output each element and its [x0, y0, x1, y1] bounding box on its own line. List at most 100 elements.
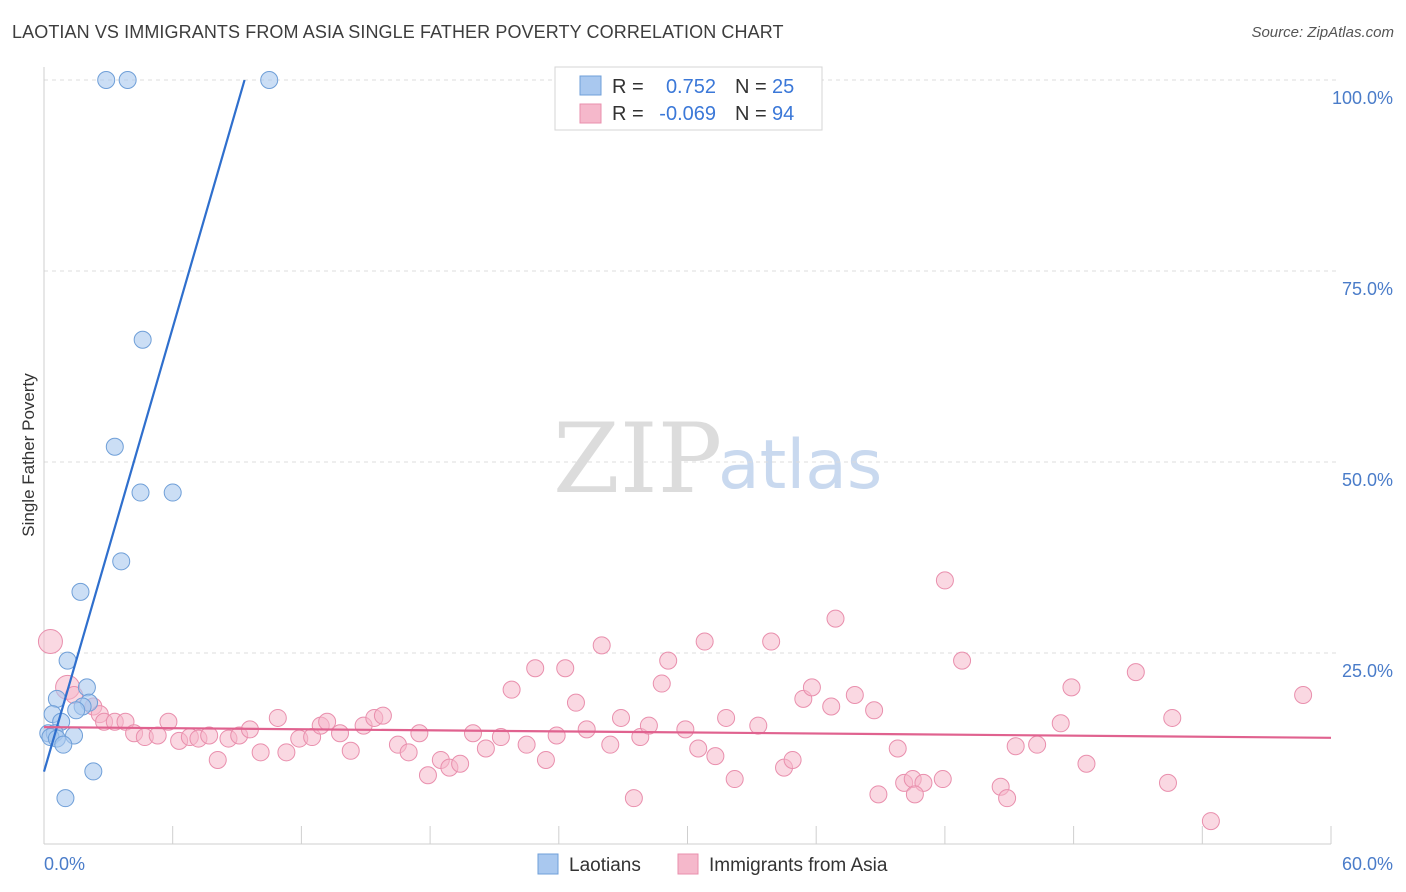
legend-n-value-2: 94: [772, 103, 794, 125]
point-immigrants: [1006, 737, 1025, 756]
point-immigrants: [251, 743, 270, 762]
source-credit: Source: ZipAtlas.com: [1251, 24, 1394, 41]
legend-r-label-1: R =: [612, 76, 644, 98]
trend-line-laotians: [42, 79, 246, 772]
bottom-legend-laotians: Laotians: [569, 855, 641, 876]
point-immigrants: [1294, 686, 1313, 705]
stats-legend: R = 0.752 N = 25 R = -0.069 N = 94: [554, 66, 823, 131]
y-axis-label: Single Father Poverty: [19, 373, 38, 537]
point-laotians: [77, 678, 96, 697]
point-immigrants: [502, 680, 521, 699]
point-immigrants: [689, 739, 708, 758]
point-laotians: [131, 483, 150, 502]
point-immigrants: [725, 770, 744, 789]
point-immigrants: [935, 571, 954, 590]
point-laotians: [118, 71, 137, 89]
y-tick-labels: 25.0% 50.0% 75.0% 100.0%: [1332, 88, 1393, 681]
point-immigrants: [933, 770, 952, 789]
point-laotians: [84, 762, 103, 781]
legend-r-label-2: R =: [612, 103, 644, 125]
point-laotians: [71, 582, 90, 601]
point-immigrants: [1201, 812, 1220, 831]
point-immigrants: [399, 743, 418, 762]
legend-n-label-1: N =: [735, 76, 767, 98]
gridlines: [44, 79, 1337, 654]
bottom-legend-immigrants: Immigrants from Asia: [709, 855, 888, 876]
point-immigrants: [566, 693, 585, 712]
point-immigrants: [869, 785, 888, 804]
point-immigrants: [802, 678, 821, 697]
point-immigrants: [1077, 754, 1096, 773]
point-laotians: [97, 71, 116, 89]
legend-r-value-1: 0.752: [666, 76, 716, 98]
point-immigrants: [749, 716, 768, 735]
point-immigrants: [341, 741, 360, 760]
point-immigrants: [676, 720, 695, 739]
legend-n-value-1: 25: [772, 76, 794, 98]
point-immigrants: [998, 789, 1017, 808]
point-laotians: [105, 437, 124, 456]
point-immigrants: [37, 629, 63, 655]
point-immigrants: [491, 728, 510, 747]
point-immigrants: [592, 636, 611, 655]
point-immigrants: [517, 735, 536, 754]
point-laotians: [67, 701, 86, 720]
point-laotians: [133, 330, 152, 349]
point-immigrants: [717, 708, 736, 727]
x-ticks: [172, 826, 1332, 844]
point-immigrants: [1028, 735, 1047, 754]
point-laotians: [260, 71, 279, 89]
point-immigrants: [464, 724, 482, 743]
point-immigrants: [652, 674, 671, 693]
bottom-legend-swatch-immigrants: [677, 853, 699, 875]
point-immigrants: [418, 766, 437, 785]
point-immigrants: [536, 750, 555, 769]
point-immigrants: [577, 720, 596, 739]
point-immigrants: [547, 726, 566, 745]
point-laotians: [56, 789, 75, 808]
point-immigrants: [556, 659, 575, 678]
y-tick-label: 100.0%: [1332, 88, 1393, 108]
point-immigrants: [476, 739, 495, 758]
point-immigrants: [148, 726, 167, 745]
point-immigrants: [1062, 678, 1081, 697]
trend-lines: [42, 79, 1332, 772]
point-immigrants: [1051, 714, 1070, 733]
point-immigrants: [695, 632, 714, 651]
point-immigrants: [410, 724, 429, 743]
series-immigrants-from-asia: [37, 571, 1313, 831]
point-immigrants: [953, 651, 972, 670]
point-immigrants: [905, 785, 924, 804]
point-immigrants: [200, 726, 219, 745]
watermark-zip: ZIP: [553, 403, 722, 515]
series-legend: Laotians Immigrants from Asia: [537, 853, 888, 876]
watermark-atlas: atlas: [718, 426, 882, 505]
y-tick-label: 50.0%: [1342, 470, 1393, 490]
bottom-legend-swatch-laotians: [537, 853, 559, 875]
point-immigrants: [639, 716, 658, 735]
point-immigrants: [888, 739, 907, 758]
point-immigrants: [526, 659, 545, 678]
point-immigrants: [208, 750, 227, 769]
point-immigrants: [1158, 773, 1177, 792]
point-laotians: [112, 552, 131, 571]
legend-r-value-2: -0.069: [659, 103, 716, 125]
legend-n-label-2: N =: [735, 103, 767, 125]
x-tick-label-min: 0.0%: [44, 854, 85, 874]
point-immigrants: [331, 724, 350, 743]
x-tick-label-max: 60.0%: [1342, 854, 1393, 874]
point-immigrants: [659, 651, 678, 670]
point-laotians: [54, 735, 73, 754]
chart-title: LAOTIAN VS IMMIGRANTS FROM ASIA SINGLE F…: [12, 22, 784, 42]
point-immigrants: [1163, 708, 1182, 727]
y-tick-label: 75.0%: [1342, 279, 1393, 299]
point-immigrants: [268, 708, 287, 727]
point-immigrants: [624, 789, 643, 808]
point-immigrants: [1126, 663, 1145, 682]
legend-swatch-immigrants: [579, 103, 602, 124]
point-immigrants: [865, 701, 884, 720]
point-immigrants: [783, 750, 802, 769]
point-immigrants: [762, 632, 781, 651]
point-immigrants: [159, 712, 178, 731]
y-tick-label: 25.0%: [1342, 661, 1393, 681]
